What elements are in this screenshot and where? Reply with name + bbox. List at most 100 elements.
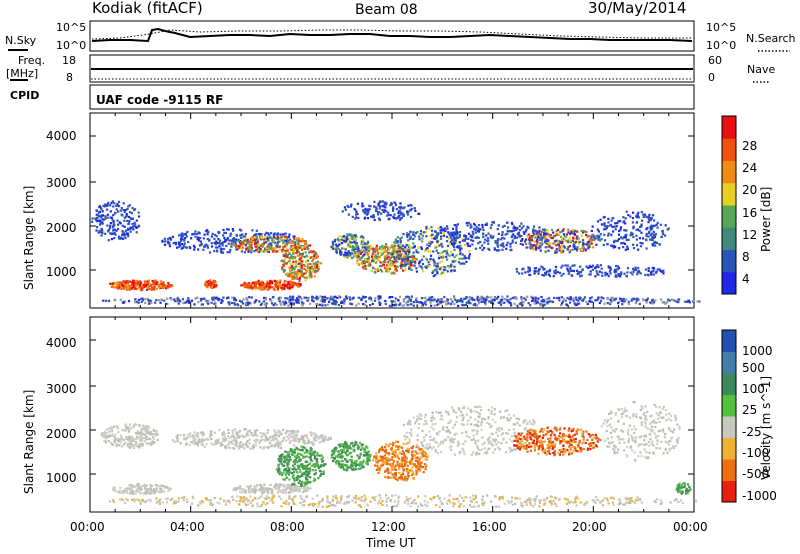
power-pixel [310,265,314,268]
power-pixel [532,229,535,233]
power-pixel [348,238,351,241]
power-pixel [392,262,395,265]
power-pixel [545,231,548,234]
power-pixel [560,235,563,238]
power-pixel [596,220,600,223]
power-pixel [102,218,105,222]
power-pixel [531,236,534,239]
power-pixel [354,208,357,211]
power-pixel [405,263,408,266]
power-pixel [384,299,387,303]
velocity-pixel [226,435,229,438]
velocity-pixel [321,440,324,443]
power-pixel [571,248,575,251]
power-pixel [121,230,124,233]
velocity-pixel [273,445,276,448]
power-pixel [402,298,405,301]
velocity-pixel [256,434,259,437]
velocity-pixel [369,500,372,503]
power-pixel [278,245,281,249]
power-pixel [305,276,308,279]
power-pixel [440,260,443,263]
velocity-pixel [265,437,268,440]
power-pixel [402,249,405,253]
power-pixel [428,244,431,248]
power-pixel [322,295,325,299]
velocity-pixel [438,496,441,500]
velocity-pixel [103,439,106,443]
velocity-pixel [273,429,276,432]
power-pixel [259,288,262,291]
power-pixel [573,243,576,246]
power-pixel [240,236,243,239]
power-pixel [368,208,371,211]
power-pixel [467,244,470,247]
power-pixel [534,244,537,247]
velocity-pixel [227,443,230,446]
power-pixel [374,297,377,300]
power-pixel [96,213,99,216]
power-pixel [125,213,128,216]
power-pixel [514,226,517,230]
power-pixel [363,242,366,245]
power-pixel [541,266,544,269]
power-pixel [116,281,119,284]
power-pixel [452,240,455,243]
velocity-pixel [677,500,680,503]
power-pixel [332,296,335,299]
freq-label: Freq. [18,54,45,67]
power-pixel [626,267,630,270]
velocity-pixel [131,439,134,442]
power-pixel [627,238,630,241]
power-pixel [653,234,656,237]
power-pixel [222,234,225,237]
velocity-pixel [285,500,288,503]
velocity-pixel [265,439,268,442]
power-pixel [570,298,573,301]
power-pixel [599,239,602,242]
velocity-pixel [200,431,203,434]
power-pixel [521,243,524,246]
velocity-pixel [202,501,205,504]
power-pixel [421,240,424,243]
velocity-pixel [669,501,672,504]
power-pixel [433,298,436,301]
power-pixel [646,297,649,300]
power-pixel [399,207,402,210]
velocity-pixel [565,502,568,505]
power-pixel [390,300,393,303]
power-pixel [110,238,113,241]
power-pixel [309,266,312,269]
velocity-pixel [127,430,130,433]
velocity-pixel [254,434,257,437]
power-pixel [126,219,129,222]
power-pixel [484,223,487,226]
power-pixel [96,226,99,229]
power-pixel [232,241,235,244]
power-pixel [499,299,502,302]
power-pixel [284,237,287,240]
power-pixel [582,244,585,247]
power-pixel [661,233,665,236]
power-pixel [401,253,405,256]
power-pixel [264,296,267,300]
power-pixel [516,270,519,273]
power-pixel [451,300,454,303]
power-pixel [123,287,126,290]
power-pixel [575,237,578,240]
power-pixel [451,243,455,246]
power-pixel [485,222,488,225]
velocity-pixel [238,447,241,450]
velocity-pixel [138,431,141,435]
power-pixel [364,300,367,303]
power-pixel [301,260,304,263]
power-pixel [374,256,377,259]
velocity-pixel [117,438,121,441]
power-pixel [129,228,132,231]
power-pixel [233,301,236,305]
velocity-pixel [498,505,501,508]
power-pixel [505,244,508,247]
power-pixel [561,238,564,241]
power-pixel [386,246,389,249]
power-pixel [91,220,94,223]
